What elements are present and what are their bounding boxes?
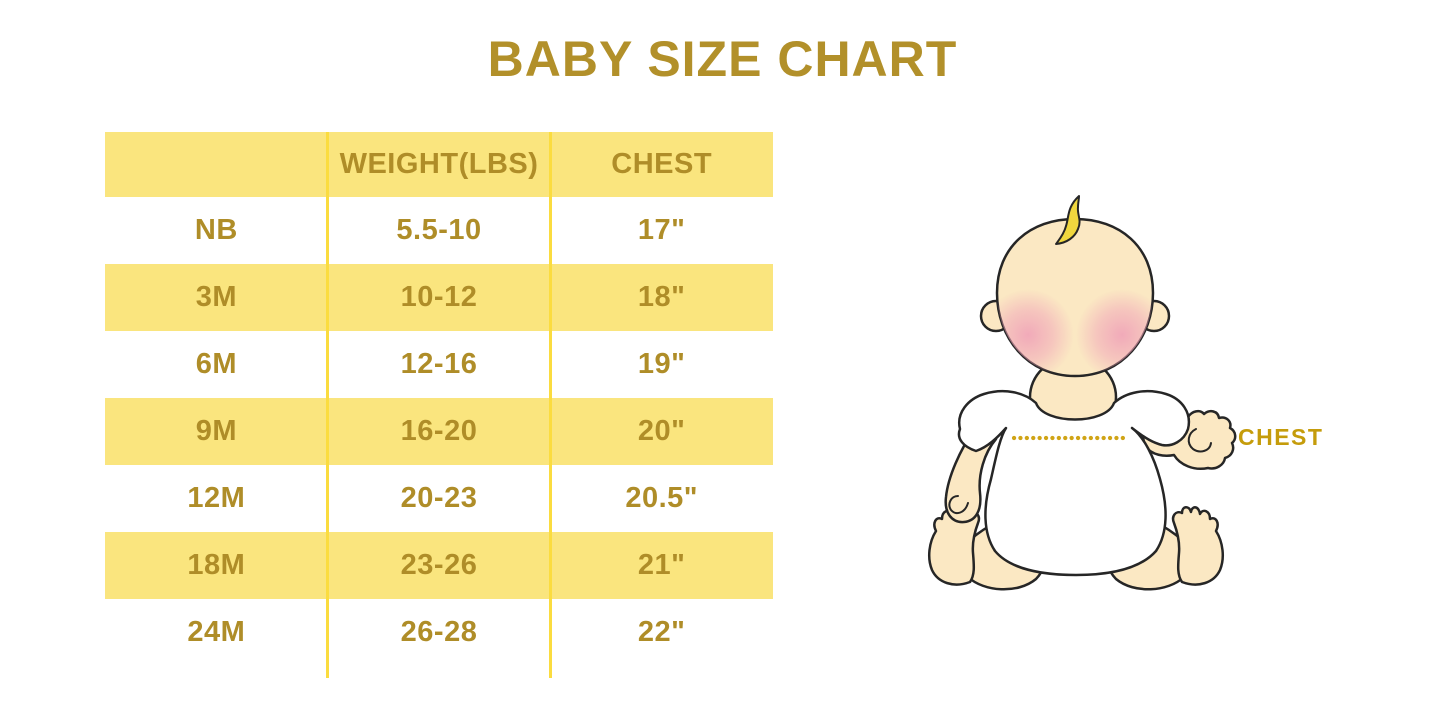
page-title: BABY SIZE CHART — [487, 31, 958, 87]
weight-cell: 5.5-10 — [396, 214, 482, 246]
weight-cell: 16-20 — [400, 415, 478, 447]
size-cell: 6M — [195, 348, 237, 380]
size-cell: 12M — [187, 482, 246, 514]
table-column-divider — [326, 132, 329, 678]
table-row: 24M 26-28 22" — [105, 599, 773, 666]
size-cell: 9M — [195, 415, 237, 447]
size-cell: NB — [194, 214, 238, 246]
table-row: 6M 12-16 19" — [105, 331, 773, 398]
weight-cell: 10-12 — [400, 281, 478, 313]
baby-hair-curl — [1055, 195, 1081, 245]
chest-cell: 17" — [637, 214, 686, 246]
table-row: 18M 23-26 21" — [105, 532, 773, 599]
chest-label: CHEST — [1238, 424, 1324, 450]
table-column-divider — [549, 132, 552, 678]
chest-cell: 20" — [637, 415, 686, 447]
table-row: 3M 10-12 18" — [105, 264, 773, 331]
chest-cell: 18" — [637, 281, 686, 313]
table-header-row: WEIGHT(LBS) CHEST — [105, 132, 773, 197]
header-cell-weight: WEIGHT(LBS) — [339, 148, 539, 180]
chest-cell: 20.5" — [625, 482, 699, 514]
table-row: NB 5.5-10 17" — [105, 197, 773, 264]
size-table: WEIGHT(LBS) CHEST NB 5.5-10 17" 3M 10-12… — [105, 132, 773, 666]
chest-cell: 19" — [637, 348, 686, 380]
chest-cell: 22" — [637, 616, 686, 648]
header-cell-chest: CHEST — [611, 148, 713, 180]
baby-shirt — [957, 390, 1191, 577]
weight-cell: 20-23 — [400, 482, 478, 514]
chest-cell: 21" — [637, 549, 686, 581]
size-cell: 3M — [195, 281, 237, 313]
size-cell: 24M — [187, 616, 246, 648]
table-row: 9M 16-20 20" — [105, 398, 773, 465]
table-row: 12M 20-23 20.5" — [105, 465, 773, 532]
weight-cell: 12-16 — [400, 348, 478, 380]
weight-cell: 26-28 — [400, 616, 478, 648]
weight-cell: 23-26 — [400, 549, 478, 581]
baby-diagram-svg — [927, 195, 1237, 591]
baby-illustration — [880, 185, 1240, 615]
size-cell: 18M — [187, 549, 246, 581]
